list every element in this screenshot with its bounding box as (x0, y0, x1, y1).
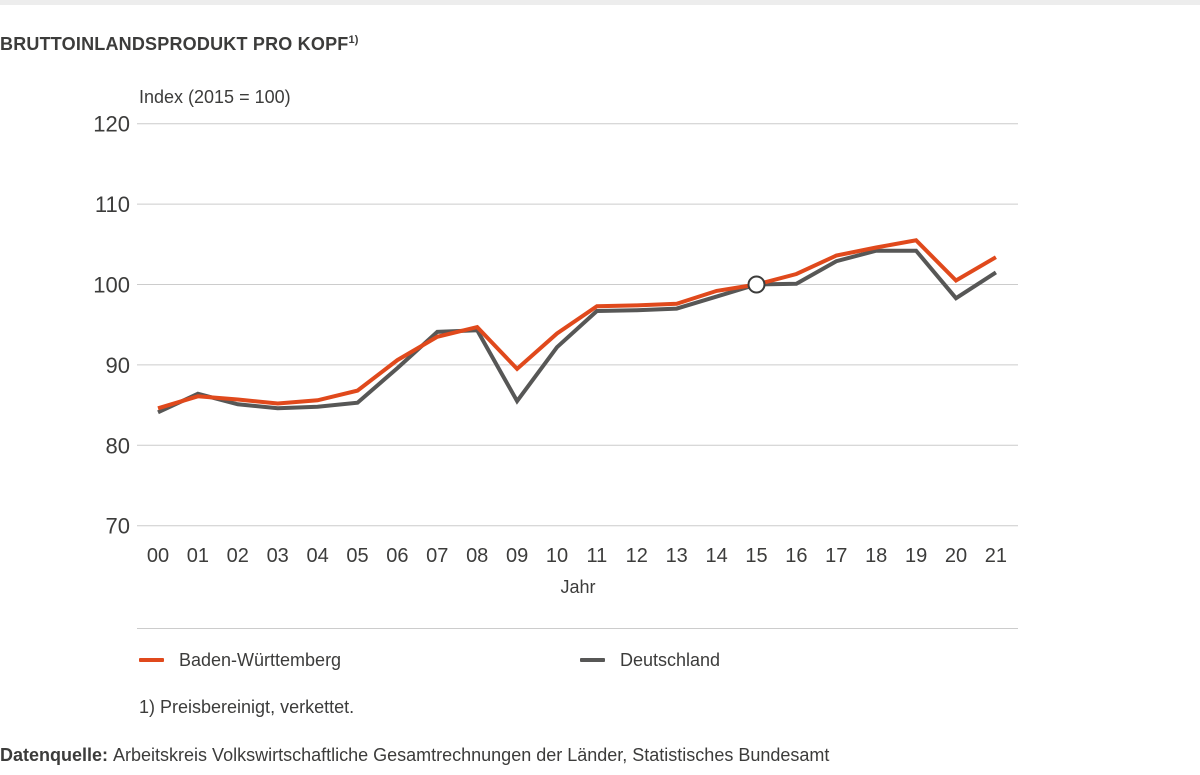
legend-item-baden-w-rttemberg: Baden-Württemberg (139, 646, 341, 674)
legend-swatch (580, 658, 605, 662)
top-accent-bar (0, 0, 1200, 5)
x-tick-label: 09 (506, 545, 528, 567)
y-tick-label: 100 (93, 273, 130, 298)
legend-item-deutschland: Deutschland (580, 646, 720, 674)
y-tick-label: 90 (106, 353, 130, 378)
x-tick-label: 17 (825, 545, 847, 567)
x-tick-label: 05 (346, 545, 368, 567)
x-tick-label: 07 (426, 545, 448, 567)
base-year-marker (747, 275, 766, 294)
x-tick-label: 13 (666, 545, 688, 567)
chart-title: BRUTTOINLANDSPRODUKT PRO KOPF1) (0, 34, 359, 55)
x-tick-label: 03 (267, 545, 289, 567)
x-tick-label: 08 (466, 545, 488, 567)
x-axis-title: Jahr (560, 577, 596, 597)
y-tick-label: 80 (106, 433, 130, 458)
x-tick-label: 21 (985, 545, 1007, 567)
x-tick-label: 00 (147, 545, 169, 567)
data-source: Datenquelle: Arbeitskreis Volkswirtschaft… (0, 745, 829, 766)
legend-label: Deutschland (620, 649, 721, 670)
axis-unit-label: Index (2015 = 100) (139, 87, 291, 107)
data-source-label: Datenquelle: (0, 745, 109, 765)
x-tick-label: 01 (187, 545, 209, 567)
x-tick-label: 20 (945, 545, 967, 567)
data-source-text: Arbeitskreis Volkswirtschaftliche Gesamt… (113, 745, 830, 765)
series-line-deutschland (157, 248, 997, 415)
x-tick-label: 16 (785, 545, 807, 567)
legend-swatch (139, 658, 164, 662)
x-tick-label: 06 (386, 545, 408, 567)
x-tick-label: 04 (306, 545, 328, 567)
series-line-baden-w-rttemberg (157, 238, 997, 411)
x-tick-label: 18 (865, 545, 887, 567)
x-tick-label: 11 (587, 545, 608, 567)
legend-separator-line (137, 628, 1018, 629)
footnote-marker: 1) (348, 34, 359, 46)
y-tick-label: 120 (93, 112, 130, 137)
chart-legend: Baden-Württemberg Deutschland (0, 646, 1200, 674)
x-tick-label: 12 (626, 545, 648, 567)
x-tick-label: 19 (905, 545, 927, 567)
footnote: 1) Preisbereinigt, verkettet. (139, 697, 355, 717)
chart-title-text: BRUTTOINLANDSPRODUKT PRO KOPF (0, 34, 349, 54)
y-tick-label: 70 (106, 514, 130, 539)
legend-label: Baden-Württemberg (179, 649, 342, 670)
x-tick-label: 02 (227, 545, 249, 567)
x-tick-label: 14 (705, 545, 727, 567)
x-tick-label: 15 (745, 545, 767, 567)
y-tick-label: 110 (95, 192, 130, 217)
x-tick-label: 10 (546, 545, 568, 567)
